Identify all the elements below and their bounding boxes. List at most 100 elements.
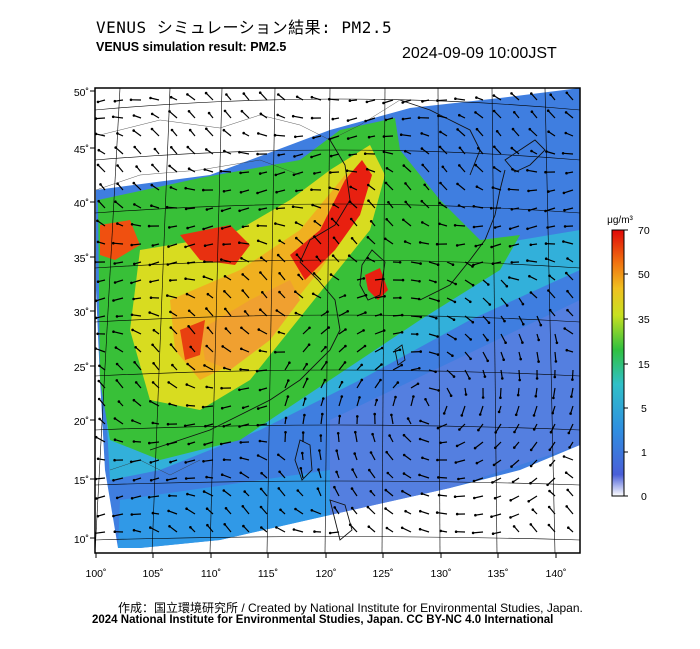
wind-arrow-head	[202, 490, 206, 493]
wind-arrow	[518, 369, 521, 381]
wind-arrow-head	[348, 99, 352, 102]
wind-arrow-head	[187, 309, 191, 313]
wind-arrow	[293, 528, 304, 533]
wind-arrow-head	[469, 338, 473, 341]
wind-arrow-head	[356, 415, 359, 418]
wind-arrow	[113, 242, 124, 245]
wind-arrow	[464, 369, 471, 379]
wind-arrow-head	[486, 338, 489, 342]
wind-arrow-head	[150, 204, 153, 207]
lat-tick-label: 15˚	[74, 475, 89, 487]
wind-arrow-head	[169, 343, 173, 346]
wind-arrow-head	[260, 471, 263, 475]
wind-arrow-head	[439, 130, 442, 134]
wind-arrow	[392, 314, 403, 317]
wind-arrow-head	[113, 417, 117, 420]
wind-arrow-head	[223, 149, 226, 153]
wind-arrow	[240, 171, 250, 174]
wind-arrow-head	[223, 523, 226, 526]
wind-arrow-head	[530, 92, 533, 95]
wind-arrow-head	[151, 244, 155, 247]
wind-arrow-head	[278, 470, 281, 474]
wind-arrow	[356, 345, 366, 353]
wind-arrow-head	[398, 348, 402, 352]
wind-arrow-head	[151, 163, 154, 167]
wind-arrow-head	[565, 91, 569, 95]
wind-arrow-head	[203, 260, 206, 264]
wind-arrow	[311, 509, 322, 515]
wind-arrow-head	[185, 404, 189, 407]
wind-arrow	[458, 165, 466, 173]
wind-arrow-head	[259, 505, 263, 509]
wind-arrow	[332, 255, 340, 263]
wind-arrow-head	[366, 505, 370, 509]
wind-arrow	[374, 347, 383, 353]
wind-arrow	[370, 452, 376, 461]
wind-arrow-head	[222, 128, 226, 132]
wind-arrow-head	[493, 145, 496, 149]
wind-arrow-head	[362, 329, 365, 332]
wind-arrow-head	[117, 400, 121, 403]
lat-tick-label: 45˚	[74, 144, 89, 156]
wind-arrow-head	[439, 181, 442, 185]
wind-arrow	[473, 205, 484, 209]
wind-arrow	[475, 164, 484, 173]
wind-arrow	[206, 508, 214, 515]
wind-arrow-head	[382, 277, 385, 281]
wind-arrow-head	[415, 332, 419, 336]
wind-arrow	[131, 223, 142, 227]
wind-arrow-head	[563, 327, 566, 330]
wind-arrow-head	[287, 379, 290, 382]
wind-arrow-head	[360, 378, 364, 382]
wind-arrow	[205, 128, 214, 137]
wind-arrow-head	[457, 477, 460, 481]
wind-arrow	[241, 327, 250, 335]
wind-arrow-head	[348, 153, 352, 157]
wind-arrow	[329, 187, 340, 191]
wind-arrow	[464, 315, 474, 323]
wind-arrow-head	[546, 483, 549, 487]
wind-arrow	[152, 381, 160, 389]
wind-arrow	[439, 223, 448, 227]
wind-arrow	[338, 396, 343, 407]
wind-arrow-head	[132, 478, 136, 482]
wind-arrow-head	[534, 394, 538, 398]
wind-arrow	[392, 396, 397, 407]
wind-arrow-head	[301, 451, 304, 455]
wind-arrow	[419, 438, 430, 443]
wind-arrow-head	[537, 360, 540, 363]
wind-arrow-head	[257, 328, 261, 331]
wind-arrow-head	[348, 523, 352, 526]
wind-arrow-head	[294, 507, 297, 511]
wind-arrow-head	[419, 315, 423, 319]
wind-arrow	[333, 486, 340, 497]
wind-arrow-head	[513, 446, 516, 449]
wind-arrow	[186, 293, 196, 299]
wind-arrow-head	[221, 345, 224, 348]
wind-arrow-head	[186, 492, 189, 496]
wind-arrow	[368, 200, 376, 209]
wind-arrow-head	[363, 152, 367, 155]
wind-arrow	[116, 380, 124, 389]
wind-arrow	[565, 111, 574, 119]
wind-arrow-head	[276, 253, 280, 257]
wind-arrow-head	[276, 113, 280, 117]
wind-arrow-head	[385, 218, 389, 221]
wind-arrow-head	[238, 425, 241, 428]
wind-arrow	[464, 351, 472, 360]
wind-arrow-head	[258, 172, 262, 175]
wind-arrow-head	[491, 262, 495, 266]
wind-arrow-head	[471, 283, 475, 287]
wind-arrow	[205, 308, 214, 317]
wind-arrow	[493, 110, 502, 119]
wind-arrow-head	[531, 508, 535, 512]
wind-arrow-head	[491, 481, 494, 484]
wind-arrow	[347, 117, 358, 122]
wind-arrow	[513, 423, 520, 433]
wind-arrow-head	[224, 327, 228, 330]
wind-arrow	[374, 329, 385, 335]
lat-tick-label: 50˚	[74, 87, 89, 99]
wind-arrow-head	[474, 244, 478, 248]
wind-arrow-head	[240, 347, 243, 351]
wind-arrow	[275, 171, 286, 176]
